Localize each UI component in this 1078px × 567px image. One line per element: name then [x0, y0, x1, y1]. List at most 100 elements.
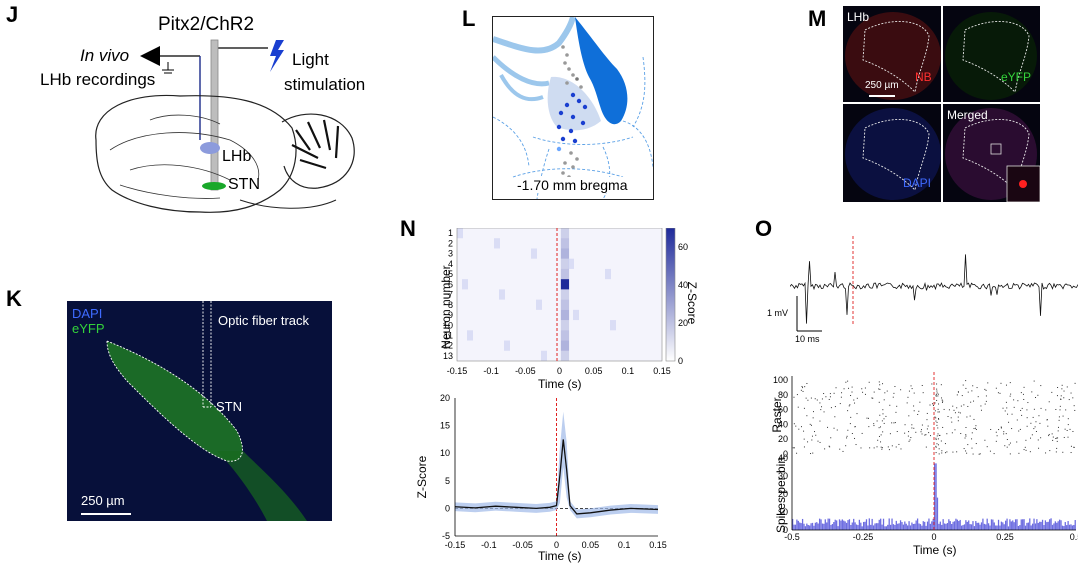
- histogram-bar: [853, 518, 855, 530]
- raster-spike: [1009, 442, 1011, 444]
- histogram-bar: [1051, 524, 1054, 530]
- raster-spike: [904, 432, 906, 434]
- histogram-bar: [914, 523, 916, 530]
- raster-spike: [989, 450, 991, 452]
- raster-spike: [876, 446, 878, 448]
- raster-spike: [862, 391, 864, 393]
- histogram-bar: [863, 521, 865, 530]
- raster-spike: [848, 387, 850, 389]
- raster-spike: [904, 424, 906, 426]
- histogram-bar: [847, 520, 849, 530]
- raster-spike: [937, 427, 939, 429]
- raster-spike: [872, 397, 874, 399]
- histogram-bar: [939, 521, 941, 530]
- heatmap-cell: [560, 340, 570, 351]
- raster-spike: [811, 435, 813, 437]
- raster-spike: [947, 415, 949, 417]
- histogram-bar: [1057, 521, 1059, 530]
- raster-spike: [957, 391, 959, 393]
- histogram-bar: [1053, 523, 1055, 530]
- histogram-bar: [899, 520, 902, 530]
- raster-spike: [1056, 437, 1058, 439]
- raster-spike: [967, 444, 969, 446]
- raster-spike: [1059, 405, 1061, 407]
- raster-spike: [922, 392, 924, 394]
- raster-spike: [1011, 413, 1013, 415]
- histogram-bar: [965, 520, 967, 530]
- raster-spike: [1067, 436, 1069, 438]
- histogram-bar: [973, 526, 976, 530]
- raster-spike: [878, 381, 880, 383]
- raster-spike: [1027, 402, 1029, 404]
- raster-spike: [972, 385, 974, 387]
- raster-spike: [1023, 449, 1025, 451]
- raster-spike: [1038, 447, 1040, 449]
- histogram-bar: [905, 523, 907, 530]
- histogram-bar: [868, 518, 870, 530]
- raster-spike: [896, 405, 898, 407]
- raster-spike: [938, 453, 940, 455]
- raster-spike: [941, 452, 943, 454]
- histogram-bar: [960, 525, 963, 530]
- raster-spike: [1022, 393, 1024, 395]
- histogram-bar: [1039, 521, 1041, 530]
- histogram-bar: [915, 520, 917, 530]
- histogram-bar: [978, 522, 980, 530]
- histogram-bar: [1066, 525, 1068, 530]
- raster-spike: [1057, 386, 1059, 388]
- raster-spike: [925, 446, 927, 448]
- histogram-bar: [821, 523, 824, 530]
- zscore-x-tick: 0.15: [649, 540, 667, 550]
- histogram-bar: [938, 523, 940, 530]
- raster-spike: [1006, 407, 1008, 409]
- raster-spike: [1037, 439, 1039, 441]
- raster-spike: [961, 395, 963, 397]
- raster-spike: [1074, 382, 1076, 384]
- raster-spike: [966, 416, 968, 418]
- raster-spike: [1020, 409, 1022, 411]
- histogram-bar: [966, 521, 968, 530]
- panel-letter-j: J: [6, 2, 19, 27]
- histogram-bar: [865, 519, 868, 530]
- raster-spike: [967, 405, 969, 407]
- raster-spike: [810, 453, 812, 455]
- raster-spike: [834, 406, 836, 408]
- raster-spike: [819, 420, 821, 422]
- raster-spike: [1026, 417, 1028, 419]
- heatmap-cell: [560, 228, 570, 239]
- raster-spike: [1067, 418, 1069, 420]
- raster-spike: [882, 431, 884, 433]
- histogram-bar: [1017, 526, 1020, 530]
- raster-spike: [1034, 426, 1036, 428]
- recording-markers: [556, 45, 588, 179]
- in-vivo-label: In vivo: [80, 46, 130, 65]
- histogram-bar: [1007, 526, 1010, 530]
- raster-spike: [886, 390, 888, 392]
- atlas-section: -1.70 mm bregma: [492, 16, 654, 200]
- raster-spike: [965, 427, 967, 429]
- raster-spike: [1067, 424, 1069, 426]
- histogram-bar: [909, 525, 912, 530]
- raster-spike: [896, 431, 898, 433]
- raster-spike: [953, 409, 955, 411]
- histogram-bar: [992, 519, 994, 530]
- raster-spike: [900, 448, 902, 450]
- raster-spike: [1035, 430, 1037, 432]
- histogram-bar: [1044, 520, 1047, 530]
- raster-spike: [802, 390, 804, 392]
- raster-spike: [1033, 380, 1035, 382]
- raster-spike: [908, 390, 910, 392]
- raster-spike: [1045, 409, 1047, 411]
- raster-spike: [1019, 428, 1021, 430]
- raster-spike: [913, 410, 915, 412]
- raster-spike: [795, 425, 797, 427]
- raster-spike: [849, 404, 851, 406]
- line-ylabel: Z-Score: [415, 455, 429, 499]
- raster-spike: [1072, 430, 1074, 432]
- heatmap-cell: [560, 279, 570, 290]
- construct-label: Pitx2/ChR2: [158, 14, 255, 35]
- raster-spike: [973, 400, 975, 402]
- raster-spike: [975, 429, 977, 431]
- raster-spike: [879, 414, 881, 416]
- histogram-bar: [813, 525, 815, 530]
